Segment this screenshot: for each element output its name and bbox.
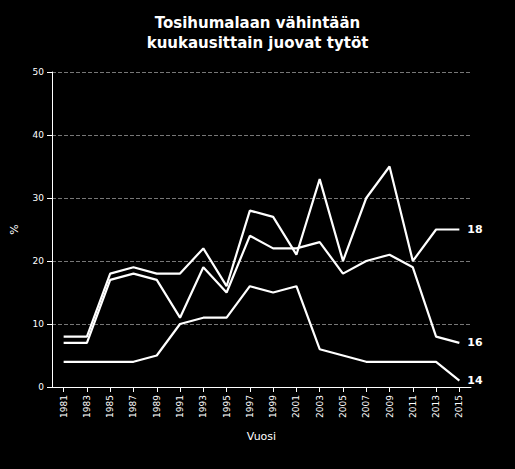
- svg-text:2015: 2015: [454, 395, 464, 418]
- svg-text:1989: 1989: [152, 395, 162, 418]
- svg-text:2005: 2005: [338, 395, 348, 418]
- svg-text:1985: 1985: [105, 395, 115, 418]
- svg-text:40: 40: [33, 130, 45, 140]
- svg-text:2013: 2013: [431, 395, 441, 418]
- svg-text:2007: 2007: [361, 395, 371, 418]
- svg-text:1981: 1981: [59, 395, 69, 418]
- svg-text:kuukausittain juovat tytöt: kuukausittain juovat tytöt: [147, 34, 369, 52]
- svg-text:0: 0: [38, 382, 44, 392]
- svg-text:Tosihumalaan vähintään: Tosihumalaan vähintään: [155, 14, 361, 32]
- svg-text:16: 16: [467, 336, 483, 349]
- svg-text:14: 14: [467, 374, 483, 387]
- svg-text:Vuosi: Vuosi: [247, 430, 276, 443]
- svg-text:1991: 1991: [175, 395, 185, 418]
- svg-text:2011: 2011: [408, 395, 418, 418]
- svg-text:1999: 1999: [268, 395, 278, 418]
- svg-text:10: 10: [33, 319, 45, 329]
- svg-text:30: 30: [33, 193, 45, 203]
- svg-text:1993: 1993: [198, 395, 208, 418]
- svg-text:2009: 2009: [385, 395, 395, 418]
- svg-text:1997: 1997: [245, 395, 255, 418]
- svg-text:1987: 1987: [128, 395, 138, 418]
- svg-text:20: 20: [33, 256, 45, 266]
- svg-text:1983: 1983: [82, 395, 92, 418]
- svg-text:2003: 2003: [315, 395, 325, 418]
- svg-text:%: %: [8, 224, 21, 234]
- svg-text:2001: 2001: [291, 395, 301, 418]
- svg-text:18: 18: [467, 223, 482, 236]
- svg-text:50: 50: [33, 67, 45, 77]
- svg-text:1995: 1995: [222, 395, 232, 418]
